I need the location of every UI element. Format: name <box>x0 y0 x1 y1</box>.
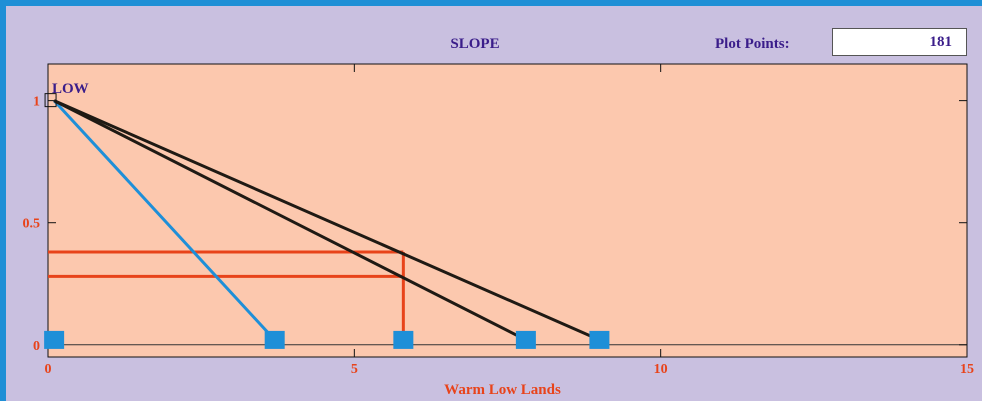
open-marker <box>44 93 57 108</box>
y-tick-label: 0.5 <box>23 217 41 232</box>
series-line-2 <box>53 99 527 342</box>
x-tick-label: 15 <box>960 362 974 377</box>
marker-square <box>515 330 536 349</box>
plot-points-value: 181 <box>929 33 953 50</box>
series-line-3 <box>53 99 601 342</box>
marker-square <box>589 330 610 349</box>
series-line-1 <box>53 99 276 341</box>
x-tick-label: 5 <box>351 362 358 377</box>
marker-square <box>44 330 65 349</box>
plot-area <box>47 63 968 358</box>
x-axis-title: Warm Low Lands <box>444 382 561 398</box>
x-tick-label: 0 <box>45 362 52 377</box>
series-label-low: LOW <box>52 81 89 97</box>
y-tick-label: 1 <box>33 95 40 110</box>
chart-title: SLOPE <box>450 36 500 52</box>
plot-points-label: Plot Points: <box>715 36 790 52</box>
marker-square <box>393 330 414 349</box>
marker-square <box>264 330 285 349</box>
x-tick-label: 10 <box>654 362 668 377</box>
plot-points-input[interactable]: 181 <box>832 28 967 56</box>
y-tick-label: 0 <box>33 339 40 354</box>
